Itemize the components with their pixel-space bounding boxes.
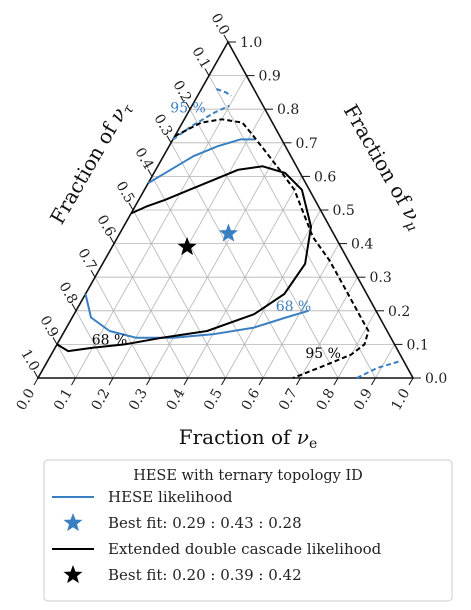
tick-label-bottom: 0.0 [13,386,38,413]
tick-bottom [108,377,114,386]
tick-bottom [221,377,226,386]
contour-contour-95 [174,118,370,379]
tick-label-left: 0.6 [93,212,118,239]
tick-label-left: 0.4 [131,145,156,172]
grid-line [75,310,114,379]
tick-bottom [371,377,376,386]
tick-label-left: 1.0 [17,347,42,374]
tick-label-left: 0.0 [207,11,232,38]
tick-label-bottom: 0.2 [88,386,113,413]
tick-label-left: 0.5 [112,179,137,206]
tick-bottom [183,377,189,386]
legend-star-swatch [63,513,83,532]
tick-label-right: 0.6 [314,169,336,185]
axis-label-left: Fraction of ντ [45,97,138,230]
grid-line [170,142,301,379]
tick-label-right: 0.1 [407,337,429,353]
contour-label: 68 % [92,332,128,348]
grid-line [375,344,395,379]
axis-label-bottom: Fraction of νe [179,425,318,452]
tick-label-left: 0.9 [36,313,61,340]
tick-bottom [408,377,414,386]
tick-left [90,269,96,278]
contour-contour-68 [84,293,309,339]
tick-bottom [71,377,76,386]
tick-left [166,135,172,144]
legend-title: HESE with ternary topology ID [133,468,363,484]
tick-label-right: 1.0 [240,35,262,51]
tick-label-right: 0.8 [277,102,299,118]
tick-left [147,169,153,177]
tick-bottom [333,377,339,386]
tick-label-left: 0.1 [188,44,213,71]
legend-label: Best fit: 0.20 : 0.39 : 0.42 [108,566,302,584]
contour-contour-95-bottom [356,360,401,379]
tick-label-left: 0.8 [55,280,80,307]
grid-line [94,277,151,379]
tick-label-bottom: 0.5 [201,386,226,413]
grid-line [337,310,377,379]
tick-label-bottom: 0.4 [163,386,188,413]
tick-left [185,101,191,110]
tick-label-bottom: 0.8 [313,386,338,413]
tick-label-left: 0.7 [74,246,99,273]
tick-bottom [33,377,39,386]
tick-label-bottom: 0.3 [126,386,151,413]
tick-label-right: 0.4 [351,237,373,253]
grid-line [150,142,284,379]
tick-label-bottom: 1.0 [388,386,413,413]
grid-line [262,243,340,379]
tick-label-bottom: 0.9 [351,386,376,413]
tick-left [128,202,134,211]
contour-label: 68 % [276,299,312,315]
legend-label: Extended double cascade likelihood [108,540,382,558]
tick-bottom [296,377,301,386]
contour-label: 95 % [305,346,341,362]
contour-label: 95 % [170,101,206,117]
grid-line [56,344,76,379]
tick-left [71,303,77,312]
grid-line [132,209,226,379]
tick-left [109,236,115,244]
grid-line [113,243,189,379]
contour-contour-95-tip [216,88,232,97]
tick-left [33,370,39,379]
tick-label-bottom: 0.1 [51,386,76,413]
tick-marks: 0.00.00.00.10.10.10.20.20.20.30.30.30.40… [13,11,447,414]
tick-left [204,68,210,76]
contour-contour-68 [56,165,312,353]
contours: 68 % 95 % 68 % 95 % [56,88,401,379]
legend-star-swatch [63,565,83,584]
tick-label-right: 0.7 [296,136,318,152]
legend-label: HESE likelihood [108,488,233,506]
best-fit-star [218,223,238,242]
grid-line [208,75,376,379]
legend: HESE with ternary topology ID HESE likel… [43,459,453,602]
tick-label-right: 0.3 [370,270,392,286]
legend-box [43,459,453,602]
legend-label: Best fit: 0.29 : 0.43 : 0.28 [108,514,302,532]
contour-contour-68-upper [147,138,256,184]
tick-label-right: 0.9 [259,69,281,85]
tick-bottom [146,377,151,386]
tick-bottom [258,377,264,386]
tick-left [52,337,58,345]
ternary-grid [56,75,395,379]
tick-left [223,34,229,43]
best-fit-star [177,236,197,256]
grid-line [225,209,321,379]
tick-label-right: 0.2 [388,304,410,320]
tick-label-right: 0.0 [425,371,447,387]
best-fit-markers [177,223,238,256]
tick-label-bottom: 0.6 [238,386,263,413]
legend-entries: HESE likelihood Best fit: 0.29 : 0.43 : 0… [52,488,382,584]
tick-label-right: 0.5 [333,203,355,219]
tick-label-bottom: 0.7 [276,386,301,413]
